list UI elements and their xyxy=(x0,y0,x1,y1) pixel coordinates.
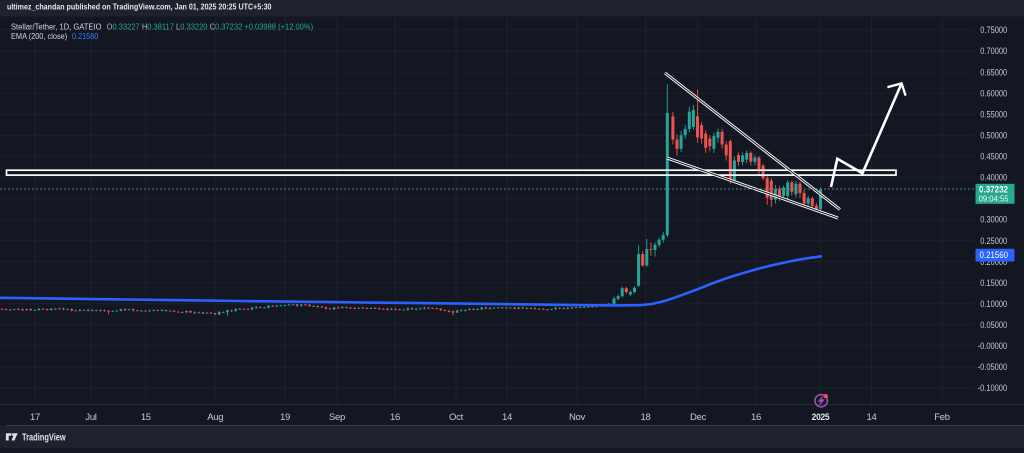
svg-text:0.25000: 0.25000 xyxy=(980,236,1007,246)
svg-text:0.05000: 0.05000 xyxy=(980,320,1007,330)
svg-text:17: 17 xyxy=(30,412,40,423)
svg-text:19: 19 xyxy=(280,412,290,423)
svg-text:Jul: Jul xyxy=(85,412,96,423)
svg-text:0.37232: 0.37232 xyxy=(979,185,1008,195)
svg-text:Feb: Feb xyxy=(934,412,949,423)
svg-text:14: 14 xyxy=(502,412,512,423)
svg-text:-0.05000: -0.05000 xyxy=(978,362,1008,372)
svg-text:Stellar/Tether, 1D, GATEIO: Stellar/Tether, 1D, GATEIO xyxy=(11,22,102,31)
svg-text:16: 16 xyxy=(390,412,400,423)
svg-text:EMA (200, close): EMA (200, close) xyxy=(11,32,68,41)
svg-text:0.40000: 0.40000 xyxy=(980,173,1007,183)
svg-text:Dec: Dec xyxy=(690,412,707,423)
svg-text:09:04:55: 09:04:55 xyxy=(979,193,1009,203)
svg-text:0.30000: 0.30000 xyxy=(980,215,1007,225)
svg-text:TradingView: TradingView xyxy=(22,432,66,443)
svg-text:Nov: Nov xyxy=(569,412,586,423)
svg-text:0.45000: 0.45000 xyxy=(980,152,1007,162)
svg-text:16: 16 xyxy=(751,412,761,423)
svg-text:0.75000: 0.75000 xyxy=(980,25,1007,35)
svg-text:0.60000: 0.60000 xyxy=(980,88,1007,98)
svg-text:18: 18 xyxy=(641,412,651,423)
svg-text:14: 14 xyxy=(867,412,877,423)
svg-text:0.15000: 0.15000 xyxy=(980,278,1007,288)
svg-text:-0.00000: -0.00000 xyxy=(978,341,1008,351)
svg-text:Aug: Aug xyxy=(207,412,223,423)
svg-text:0.50000: 0.50000 xyxy=(980,130,1007,140)
svg-text:Oct: Oct xyxy=(449,412,464,423)
svg-text:ultimez_chandan published on T: ultimez_chandan published on TradingView… xyxy=(7,2,272,11)
svg-text:0.10000: 0.10000 xyxy=(980,299,1007,309)
svg-text:2025: 2025 xyxy=(812,412,831,423)
svg-text:0.70000: 0.70000 xyxy=(980,46,1007,56)
svg-text:Sep: Sep xyxy=(329,412,345,423)
svg-text:0.55000: 0.55000 xyxy=(980,109,1007,119)
svg-text:0.21560: 0.21560 xyxy=(980,250,1009,260)
svg-text:0.20000: 0.20000 xyxy=(980,257,1007,267)
svg-text:O0.33227 H0.38117 L0.33220 C0.: O0.33227 H0.38117 L0.33220 C0.37232 +0.0… xyxy=(107,22,314,31)
svg-text:0.21560: 0.21560 xyxy=(72,32,99,41)
svg-text:0.65000: 0.65000 xyxy=(980,67,1007,77)
svg-text:-0.10000: -0.10000 xyxy=(978,383,1008,393)
svg-text:15: 15 xyxy=(141,412,151,423)
